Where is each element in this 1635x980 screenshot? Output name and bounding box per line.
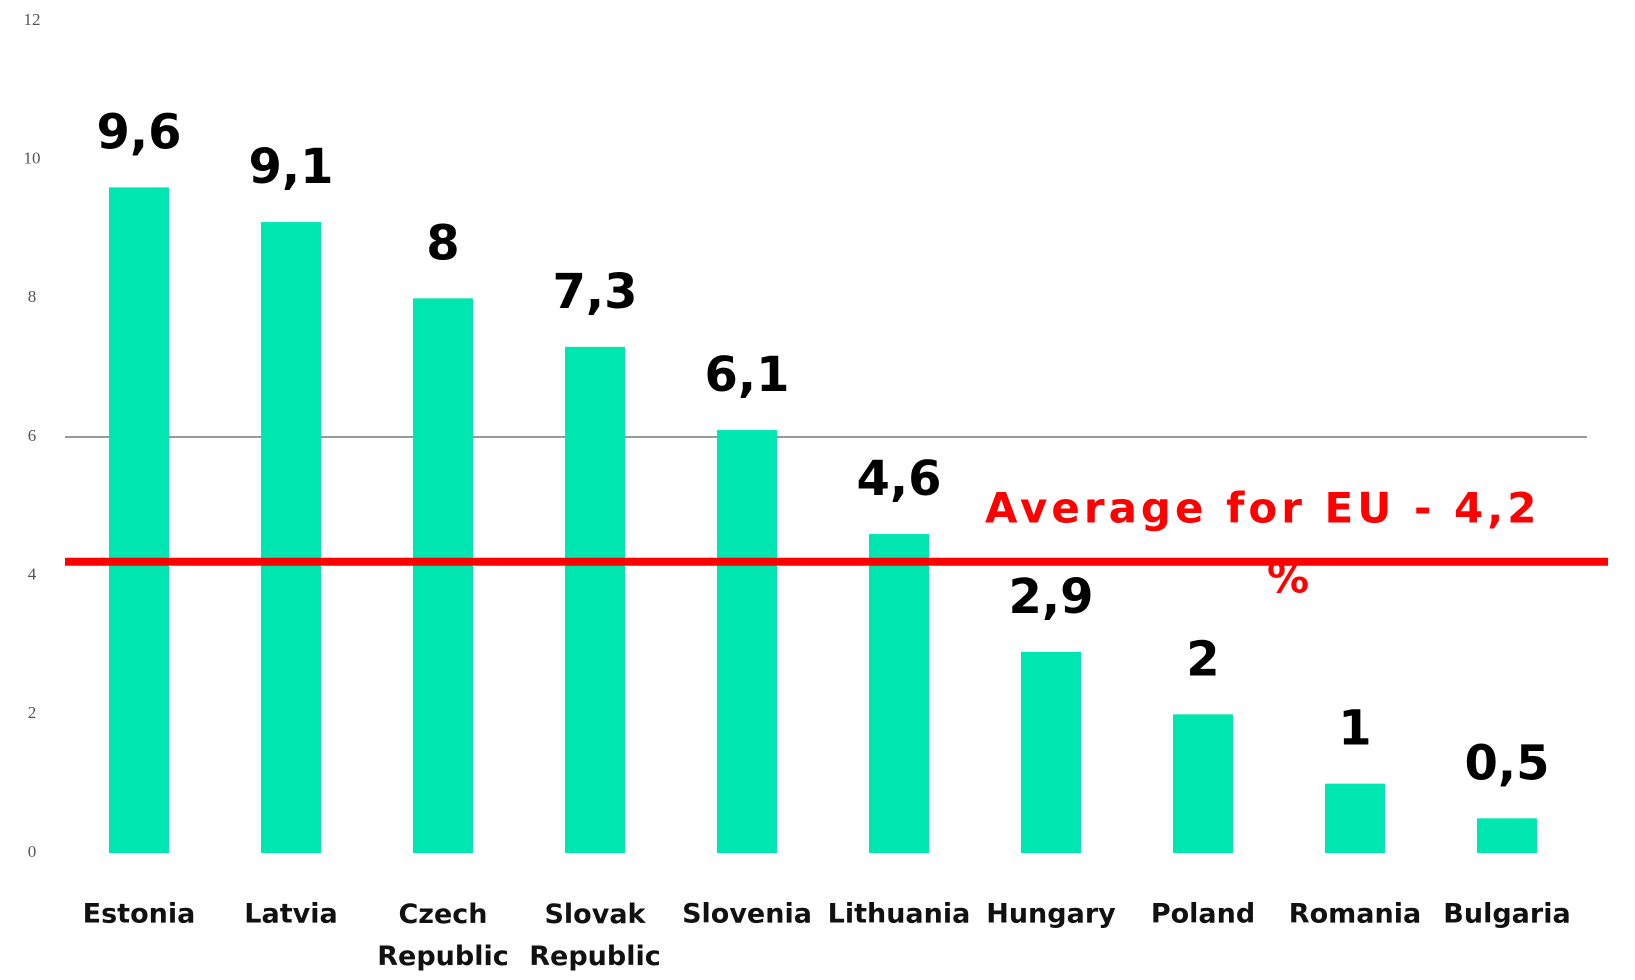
x-tick-label: Poland: [1151, 899, 1255, 930]
bar: [1021, 651, 1081, 853]
y-tick-label: 0: [28, 842, 37, 861]
x-tick-label: Slovenia: [682, 899, 812, 930]
bar: [565, 346, 625, 853]
reference-label: %: [1267, 554, 1313, 603]
x-tick-label: Latvia: [244, 899, 337, 930]
bar: [261, 222, 321, 854]
y-tick-label: 6: [28, 426, 37, 445]
bar: [1477, 818, 1537, 853]
value-label: 7,3: [552, 264, 637, 320]
y-tick-label: 2: [28, 703, 37, 722]
y-tick-label: 4: [28, 565, 37, 584]
bar: [413, 298, 473, 853]
x-tick-label: Slovak Republic: [529, 899, 661, 972]
value-label: 1: [1338, 701, 1371, 757]
x-tick-label: Romania: [1289, 899, 1421, 930]
x-tick-label: Lithuania: [828, 899, 971, 930]
y-tick-label: 8: [28, 287, 37, 306]
bar: [1325, 783, 1385, 853]
x-tick-label: Estonia: [83, 899, 196, 930]
value-label: 9,6: [96, 104, 181, 160]
bar: [869, 534, 929, 853]
value-label: 6,1: [704, 347, 789, 403]
x-tick-label: Czech Republic: [377, 899, 509, 972]
value-label: 8: [426, 215, 459, 271]
value-label: 2,9: [1008, 569, 1093, 625]
value-label: 0,5: [1464, 735, 1549, 791]
value-label: 9,1: [248, 139, 333, 195]
bar: [717, 430, 777, 853]
value-label: 4,6: [856, 451, 941, 507]
x-tick-label: Hungary: [986, 899, 1116, 930]
y-tick-label: 12: [24, 10, 41, 29]
value-label: 2: [1186, 631, 1219, 687]
reference-label: Average for EU - 4,2: [985, 484, 1540, 533]
bar: [1173, 714, 1233, 853]
x-tick-label: Bulgaria: [1443, 899, 1570, 930]
y-tick-label: 10: [24, 149, 41, 168]
bar: [109, 187, 169, 853]
